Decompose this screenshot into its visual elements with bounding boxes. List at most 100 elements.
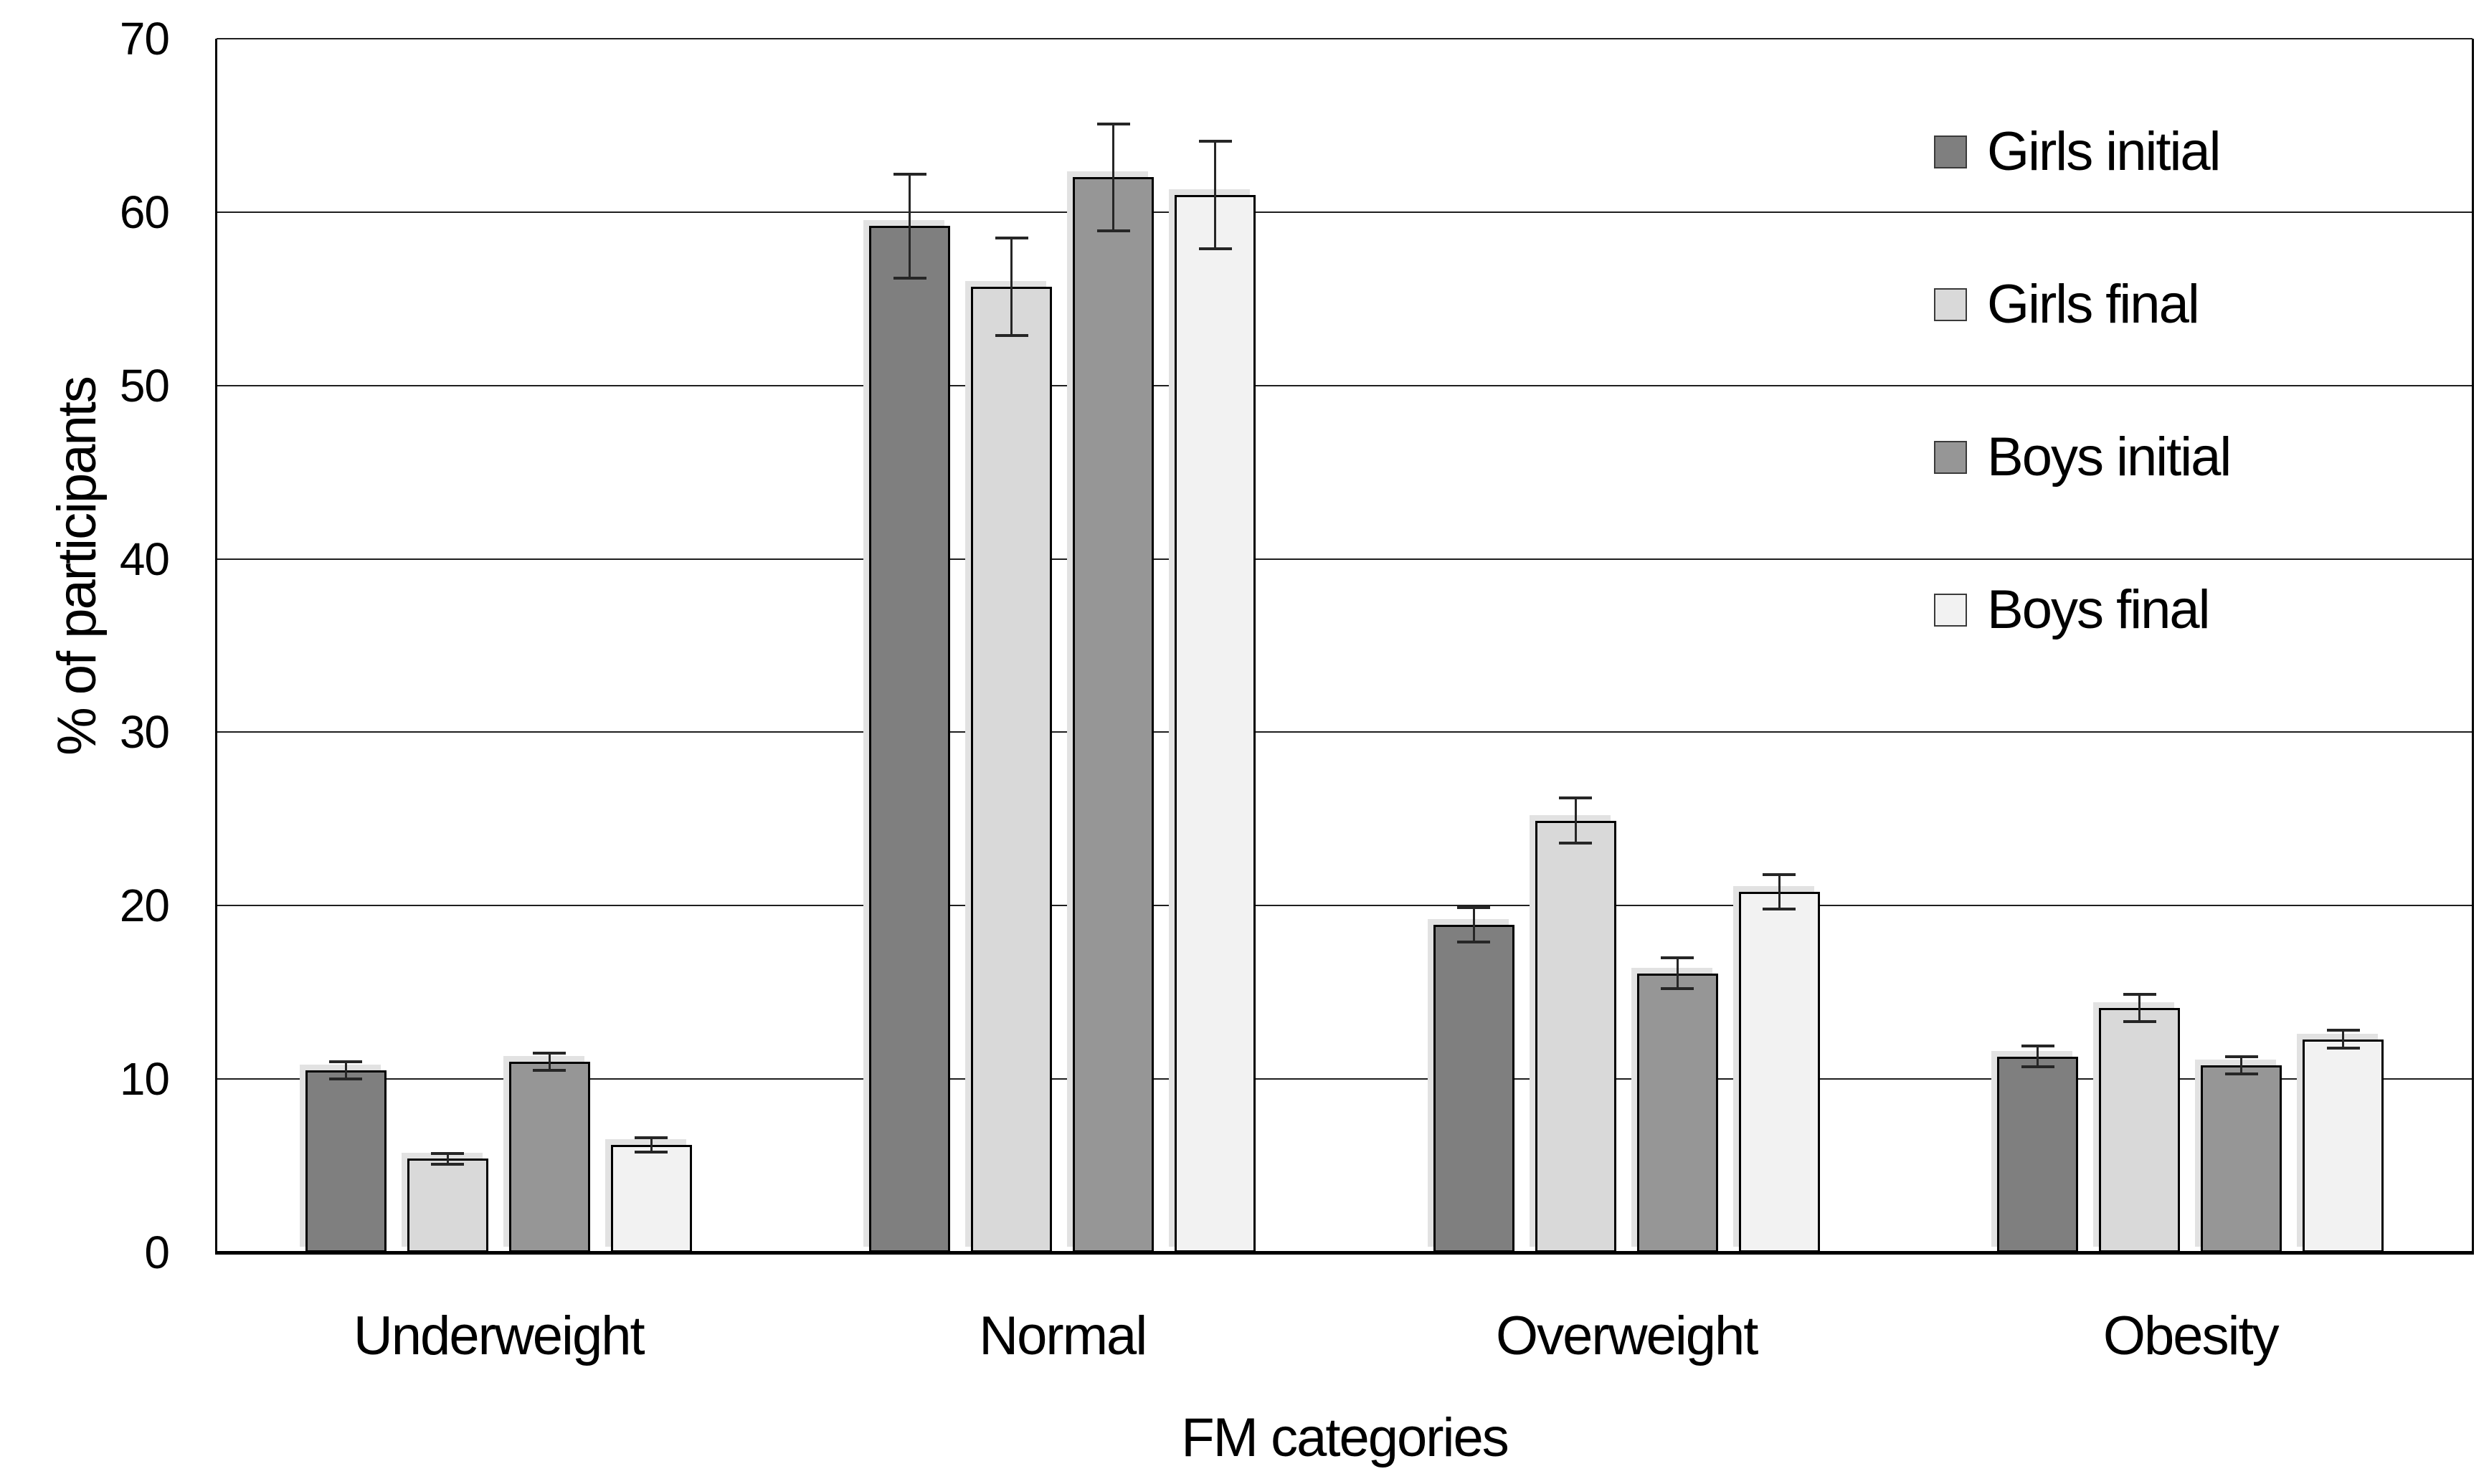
error-bar-cap-bottom <box>2021 1065 2054 1069</box>
error-bar-line <box>1010 238 1013 336</box>
category-label-underweight: Underweight <box>353 1305 645 1366</box>
bar-girls-initial-normal <box>869 226 951 1252</box>
y-tick-label-40: 40 <box>119 533 170 585</box>
bar-girls-final-normal <box>971 286 1053 1252</box>
legend-label-girls-final: Girls final <box>1987 274 2200 335</box>
y-tick-label-10: 10 <box>119 1053 170 1105</box>
bar-boys-initial-normal <box>1073 177 1155 1252</box>
error-bar-line <box>1112 123 1115 232</box>
bar-boys-final-normal <box>1175 194 1256 1252</box>
error-bar-cap-top <box>431 1152 465 1156</box>
bar-boys-initial-obesity <box>2201 1065 2282 1252</box>
bar-girls-final-obesity <box>2099 1007 2181 1252</box>
legend-item-boys-initial: Boys initial <box>1934 425 2232 490</box>
x-axis-title: FM categories <box>1181 1407 1509 1468</box>
error-bar-cap-bottom <box>1559 842 1593 845</box>
gridline-10 <box>217 1078 2473 1080</box>
error-bar-cap-bottom <box>2326 1046 2360 1050</box>
error-bar-cap-top <box>995 237 1028 240</box>
category-label-overweight: Overweight <box>1496 1305 1758 1366</box>
error-bar-cap-top <box>635 1136 668 1140</box>
gridline-60 <box>217 211 2473 213</box>
error-bar-cap-top <box>1096 122 1130 125</box>
error-bar-cap-bottom <box>635 1150 668 1154</box>
category-label-obesity: Obesity <box>2102 1305 2280 1366</box>
legend-label-girls-initial: Girls initial <box>1987 121 2221 182</box>
error-bar-line <box>909 173 911 278</box>
bar-boys-final-overweight <box>1738 891 1820 1252</box>
legend-swatch-girls-final <box>1934 288 1967 321</box>
error-bar-cap-top <box>329 1060 363 1063</box>
category-label-normal: Normal <box>979 1305 1147 1366</box>
bar-boys-final-obesity <box>2303 1039 2384 1252</box>
y-axis-line <box>215 39 217 1252</box>
legend-swatch-boys-final <box>1934 594 1967 627</box>
y-tick-label-50: 50 <box>119 359 170 412</box>
x-axis-line <box>215 1251 2474 1255</box>
error-bar-cap-bottom <box>1096 229 1130 233</box>
error-bar-line <box>548 1052 551 1071</box>
error-bar-cap-top <box>893 172 926 176</box>
bar-girls-final-underweight <box>407 1159 488 1252</box>
legend-label-boys-final: Boys final <box>1987 579 2210 640</box>
bar-boys-final-underweight <box>610 1145 692 1252</box>
gridline-30 <box>217 731 2473 733</box>
error-bar-line <box>344 1061 347 1080</box>
error-bar-cap-bottom <box>1457 941 1491 944</box>
error-bar-line <box>2342 1030 2345 1048</box>
legend-item-girls-initial: Girls initial <box>1934 120 2221 184</box>
y-tick-label-70: 70 <box>119 13 170 65</box>
error-bar-cap-top <box>1198 139 1232 143</box>
bar-girls-initial-obesity <box>1997 1056 2079 1252</box>
legend-item-girls-final: Girls final <box>1934 272 2200 337</box>
error-bar-cap-top <box>1763 872 1796 876</box>
error-bar-cap-top <box>2224 1055 2258 1058</box>
y-tick-label-0: 0 <box>144 1227 170 1278</box>
error-bar-cap-bottom <box>1661 987 1694 991</box>
bar-girls-final-overweight <box>1535 820 1616 1252</box>
gridline-20 <box>217 905 2473 907</box>
error-bar-cap-bottom <box>431 1162 465 1166</box>
error-bar-cap-top <box>2123 992 2156 996</box>
error-bar-cap-top <box>2326 1029 2360 1032</box>
y-tick-label-30: 30 <box>119 706 170 758</box>
bar-boys-initial-overweight <box>1636 973 1718 1252</box>
gridline-70 <box>217 38 2473 39</box>
error-bar-cap-top <box>533 1051 566 1055</box>
y-tick-label-20: 20 <box>119 880 170 932</box>
error-bar-line <box>2138 994 2141 1022</box>
error-bar-cap-top <box>1559 796 1593 800</box>
legend-item-boys-final: Boys final <box>1934 578 2210 642</box>
error-bar-cap-top <box>2021 1045 2054 1048</box>
error-bar-line <box>1778 874 1781 910</box>
bar-boys-initial-underweight <box>508 1061 590 1252</box>
legend-swatch-boys-initial <box>1934 441 1967 474</box>
legend-swatch-girls-initial <box>1934 135 1967 168</box>
gridline-50 <box>217 384 2473 386</box>
error-bar-line <box>446 1154 449 1164</box>
error-bar-cap-bottom <box>533 1069 566 1072</box>
error-bar-cap-bottom <box>1198 247 1232 250</box>
error-bar-cap-bottom <box>893 276 926 280</box>
legend-label-boys-initial: Boys initial <box>1987 427 2232 487</box>
error-bar-cap-bottom <box>2123 1020 2156 1024</box>
bar-girls-initial-overweight <box>1433 924 1514 1252</box>
gridline-40 <box>217 558 2473 560</box>
bar-girls-initial-underweight <box>305 1070 387 1252</box>
error-bar-cap-top <box>1457 905 1491 909</box>
y-tick-label-60: 60 <box>119 186 170 238</box>
error-bar-line <box>1676 957 1679 989</box>
error-bar-line <box>2240 1056 2243 1074</box>
error-bar-line <box>650 1138 653 1152</box>
error-bar-cap-top <box>1661 956 1694 959</box>
error-bar-line <box>2037 1046 2039 1067</box>
error-bar-line <box>1574 798 1577 844</box>
error-bar-cap-bottom <box>1763 908 1796 911</box>
error-bar-line <box>1214 141 1217 249</box>
error-bar-cap-bottom <box>995 333 1028 337</box>
y-axis-title-text: % of participants <box>47 377 108 756</box>
error-bar-line <box>1472 907 1475 943</box>
plot-right-border <box>2472 39 2474 1252</box>
error-bar-cap-bottom <box>2224 1072 2258 1075</box>
